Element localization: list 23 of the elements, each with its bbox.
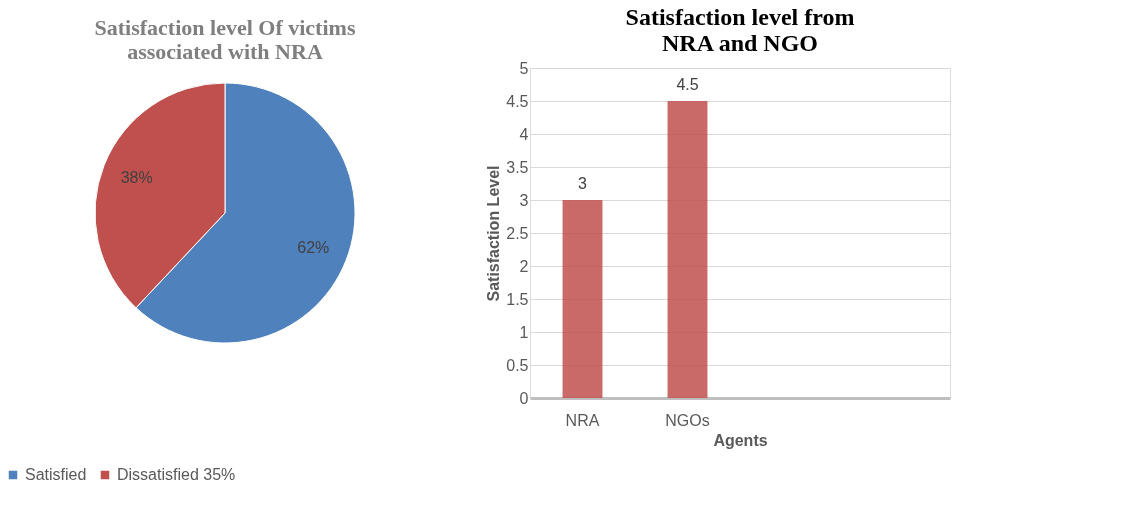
y-tick-label: 3 [519, 191, 529, 209]
y-tick-label: 4 [519, 125, 529, 143]
x-axis-title: Agents [713, 431, 768, 449]
chart-title: Satisfaction level from NRA and NGO [625, 4, 855, 56]
data-label: 38% [120, 169, 153, 187]
x-tick-label: NRA [565, 411, 600, 429]
y-tick-label: 5 [519, 59, 529, 77]
y-tick-label: 0 [519, 389, 529, 407]
y-tick-label: 2 [519, 257, 529, 275]
x-tick-label: NGOs [665, 411, 710, 429]
data-label: 4.5 [676, 76, 699, 93]
data-label: 62% [297, 238, 330, 256]
y-tick-label: 0.5 [506, 356, 529, 374]
y-tick-label: 1 [519, 323, 529, 341]
y-tick-label: 3.5 [506, 158, 529, 176]
data-label: 3 [578, 175, 588, 192]
y-tick-label: 4.5 [506, 92, 529, 110]
chart-title: Satisfaction level Of victims associated with NRA [94, 15, 356, 64]
y-axis-title: Satisfaction Level [485, 165, 503, 302]
y-tick-label: 2.5 [506, 224, 529, 242]
y-tick-label: 1.5 [506, 290, 529, 308]
legend-label: Dissatisfied 35% [117, 466, 236, 483]
legend-label: Satisfied [25, 466, 87, 483]
